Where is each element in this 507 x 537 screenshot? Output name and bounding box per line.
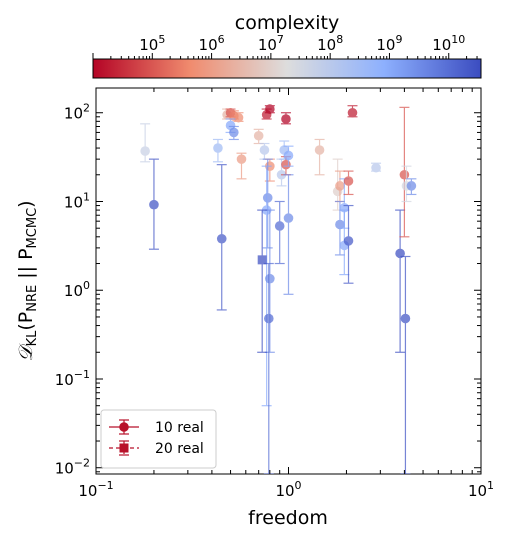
- y-tick-label: 10−2: [55, 457, 90, 478]
- colorbar-gradient: [92, 58, 482, 79]
- y-axis-title: 𝒟KL(PNRE || PMCMC): [15, 200, 40, 361]
- x-axis-title: freedom: [248, 507, 328, 529]
- circle-marker: [335, 181, 345, 191]
- x-tick-label: 10−1: [78, 479, 113, 500]
- circle-marker: [339, 202, 350, 213]
- y-tick-label: 10−1: [55, 368, 90, 389]
- legend-entry-20-real: 20 real: [109, 440, 204, 457]
- data-point: [264, 209, 275, 353]
- legend: 10 real 20 real: [100, 409, 217, 469]
- legend-label-10-real: 10 real: [155, 420, 204, 436]
- data-point: [283, 145, 294, 167]
- data-point: [347, 105, 358, 118]
- colorbar-tick-label: 106: [199, 33, 225, 54]
- circle-marker: [406, 181, 417, 191]
- circle-marker: [343, 176, 354, 186]
- circle-marker: [236, 154, 247, 164]
- legend-box: [100, 409, 217, 469]
- colorbar-tick-label: 1010: [432, 33, 465, 54]
- legend-entry-10-real: 10 real: [109, 419, 204, 436]
- circle-marker: [343, 236, 354, 246]
- circle-marker: [347, 107, 358, 118]
- circle-marker: [265, 273, 275, 284]
- data-point: [371, 162, 382, 173]
- data-point: [274, 200, 285, 265]
- circle-marker: [274, 221, 285, 231]
- circle-marker: [233, 112, 244, 123]
- data-point: [263, 262, 274, 474]
- circle-marker: [263, 313, 274, 324]
- circle-marker: [216, 233, 227, 244]
- colorbar-tick-label: 107: [258, 33, 284, 54]
- data-point: [264, 104, 275, 114]
- data-point: [140, 123, 151, 163]
- colorbar-title: complexity: [235, 12, 340, 34]
- circle-marker: [335, 219, 345, 230]
- data-point: [400, 255, 411, 474]
- data-point: [262, 158, 273, 249]
- data-point: [212, 138, 223, 163]
- circle-marker: [229, 127, 239, 138]
- data-point: [253, 128, 264, 145]
- data-point: [233, 112, 244, 123]
- circle-marker: [281, 114, 291, 124]
- circle-marker: [283, 213, 294, 223]
- circle-marker: [253, 130, 264, 141]
- data-point: [343, 170, 354, 196]
- legend-label-20-real: 20 real: [155, 441, 204, 457]
- data-point: [228, 125, 239, 141]
- circle-marker: [400, 313, 411, 324]
- square-marker: [257, 255, 267, 265]
- circle-marker: [265, 104, 275, 114]
- x-tick-label: 100: [275, 479, 301, 500]
- circle-marker: [314, 145, 325, 155]
- data-point: [236, 152, 247, 180]
- data-point: [257, 209, 268, 353]
- x-tick-label: 101: [468, 479, 494, 500]
- y-tick-label: 100: [64, 279, 90, 300]
- circle-marker: [213, 143, 223, 153]
- circle-marker: [262, 193, 273, 203]
- colorbar-tick-label: 105: [139, 33, 165, 54]
- circle-marker: [149, 199, 159, 210]
- data-point: [314, 138, 325, 176]
- circle-marker: [283, 150, 294, 161]
- data-points: [140, 104, 417, 474]
- circle-marker: [259, 145, 270, 155]
- circle-marker: [395, 248, 405, 259]
- circle-marker: [281, 159, 291, 170]
- y-tick-label: 102: [64, 102, 90, 123]
- data-point: [280, 112, 291, 125]
- data-point: [283, 174, 294, 295]
- circle-marker: [140, 146, 150, 156]
- data-point: [343, 204, 354, 284]
- data-point: [406, 178, 417, 196]
- colorbar-tick-label: 109: [376, 33, 402, 54]
- y-tick-label: 101: [64, 190, 90, 211]
- colorbar-tick-label: 108: [317, 33, 343, 54]
- circle-marker: [371, 162, 381, 173]
- data-point: [395, 209, 406, 353]
- data-point: [216, 164, 227, 311]
- circle-marker: [399, 169, 410, 180]
- colorbar-ticks: 105 106 107 108 109 1010: [92, 33, 478, 59]
- data-point: [148, 158, 159, 250]
